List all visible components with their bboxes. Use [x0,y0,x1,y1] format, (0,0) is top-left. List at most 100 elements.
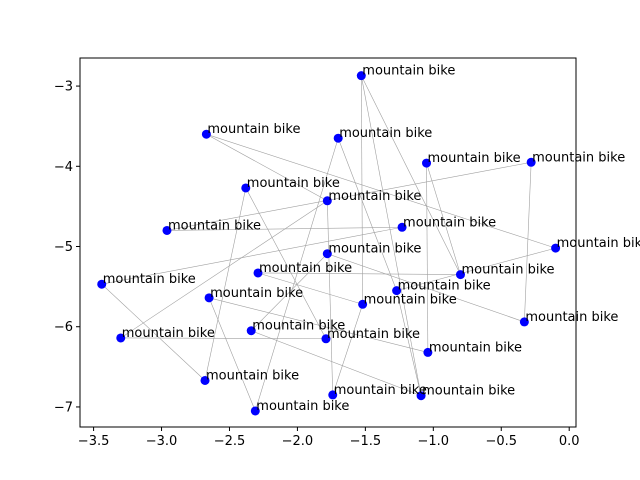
y-tick-label-4: −3 [54,80,73,95]
point-label-22: mountain bike [206,368,299,383]
point-label-19: mountain bike [252,319,345,334]
data-point-20 [321,334,331,344]
point-label-10: mountain bike [328,242,421,257]
edge-4 [255,138,339,412]
data-point-25 [250,406,260,416]
point-label-15: mountain bike [210,286,303,301]
data-point-19 [246,326,256,336]
x-tick-label-1: −3.0 [146,434,178,449]
edge-layer [101,75,556,412]
y-tick-label-0: −7 [54,400,73,415]
point-label-25: mountain bike [256,399,349,414]
edge-11 [245,187,327,339]
point-label-20: mountain bike [327,327,420,342]
data-point-1 [201,129,211,139]
data-point-10 [322,249,332,259]
edge-1 [360,75,422,396]
point-label-14: mountain bike [398,279,491,294]
edge-17 [251,253,328,331]
point-label-0: mountain bike [362,64,455,79]
data-point-11 [97,279,107,289]
x-tick-label-3: −2.0 [282,434,314,449]
point-label-4: mountain bike [532,150,625,165]
point-label-2: mountain bike [339,126,432,141]
data-point-9 [551,243,561,253]
edge-20 [257,272,363,305]
y-tick-label-3: −4 [54,160,73,175]
data-point-15 [204,293,214,303]
point-label-24: mountain bike [422,384,515,399]
point-label-7: mountain bike [168,218,261,233]
point-label-17: mountain bike [525,310,618,325]
data-point-17 [519,317,529,327]
edge-25 [251,330,422,396]
data-point-3 [422,158,432,168]
data-point-23 [328,390,338,400]
x-tick-label-4: −1.5 [350,434,382,449]
data-point-22 [200,375,210,385]
point-label-9: mountain bike [557,236,640,251]
data-point-0 [356,71,366,81]
data-point-13 [455,270,465,280]
edge-12 [327,200,334,395]
edge-10 [204,187,247,381]
edge-2 [206,133,328,202]
edge-9 [524,162,532,322]
data-point-2 [333,133,343,143]
x-tick-label-0: −3.5 [78,434,110,449]
point-label-6: mountain bike [328,189,421,204]
edge-19 [258,272,461,275]
edge-14 [166,226,403,231]
data-point-21 [423,347,433,357]
x-tick-label-5: −1.0 [418,434,450,449]
point-label-3: mountain bike [428,151,521,166]
data-point-24 [416,391,426,401]
point-label-1: mountain bike [207,122,300,137]
x-tick-label-2: −2.5 [214,434,246,449]
data-point-18 [116,333,126,343]
edge-15 [101,226,403,285]
point-label-23: mountain bike [334,383,427,398]
data-point-16 [358,299,368,309]
point-layer [97,71,561,416]
edge-18 [327,253,525,323]
edge-27 [396,290,422,396]
point-label-5: mountain bike [247,176,340,191]
x-axis: −3.5 −3.0 −2.5 −2.0 −1.5 −1.0 −0.5 0.0 [78,427,580,449]
point-label-18: mountain bike [122,326,215,341]
edge-16 [396,247,556,291]
edge-22 [208,297,256,412]
edge-23 [332,304,363,396]
edge-6 [426,163,429,353]
data-point-5 [241,183,251,193]
edge-5 [337,138,397,291]
plot-frame [79,57,577,428]
edge-7 [426,162,461,275]
edge-26 [101,283,206,381]
point-label-11: mountain bike [103,272,196,287]
data-point-8 [397,222,407,232]
data-point-7 [162,225,172,235]
data-point-12 [253,268,263,278]
point-label-21: mountain bike [429,340,522,355]
point-label-16: mountain bike [364,292,457,307]
edge-3 [206,133,556,249]
edge-8 [166,161,532,231]
point-label-12: mountain bike [259,261,352,276]
edge-21 [209,297,428,353]
data-point-4 [526,157,536,167]
y-axis: −7 −6 −5 −4 −3 [54,80,80,415]
data-point-14 [392,286,402,296]
x-tick-label-6: −0.5 [485,434,517,449]
edge-24 [120,337,326,340]
data-point-6 [322,196,332,206]
y-tick-label-2: −5 [54,240,73,255]
y-tick-label-1: −6 [54,320,73,335]
point-label-8: mountain bike [403,215,496,230]
edge-13 [120,200,328,339]
point-label-13: mountain bike [461,263,554,278]
edge-28 [361,75,461,275]
